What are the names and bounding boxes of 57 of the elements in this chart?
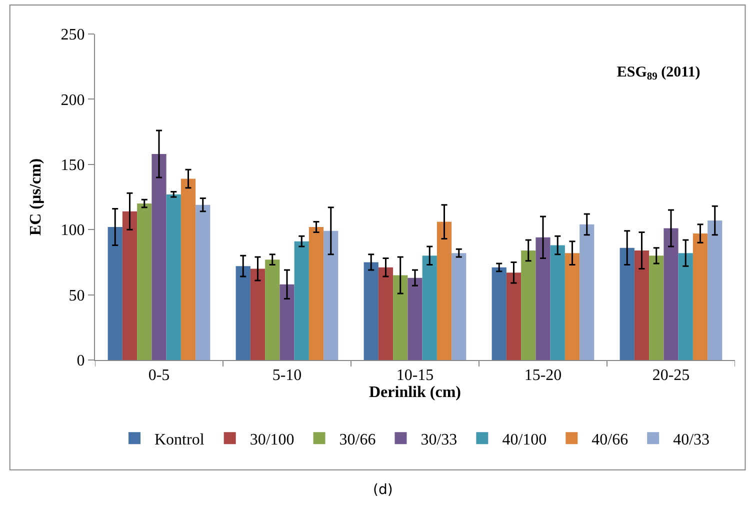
bar	[393, 275, 408, 360]
x-axis-title: Derinlik (cm)	[369, 384, 461, 402]
bar	[166, 194, 181, 360]
y-tick-label: 150	[60, 157, 85, 174]
x-tick-label: 0-5	[148, 367, 170, 384]
bar	[408, 278, 422, 360]
bar	[308, 226, 324, 360]
bar	[436, 222, 452, 360]
bar	[122, 211, 138, 360]
legend-label: 30/66	[339, 431, 376, 448]
x-tick-label: 15-20	[524, 367, 562, 384]
legend-label: 40/33	[673, 431, 710, 448]
bar	[649, 256, 664, 360]
bar	[378, 267, 394, 360]
bar	[692, 234, 708, 360]
bar	[550, 245, 565, 360]
bar	[422, 256, 437, 360]
bar	[250, 268, 266, 360]
bar	[236, 266, 250, 360]
y-tick-label: 0	[76, 352, 85, 370]
bar	[678, 253, 693, 360]
bar	[324, 230, 338, 360]
legend-label: 30/100	[250, 431, 294, 448]
x-tick-label: 5-10	[272, 367, 302, 384]
bar	[137, 204, 152, 360]
y-tick-label: 50	[68, 287, 85, 304]
bar	[280, 284, 294, 360]
text: ESG$_{89}$ (2011)	[616, 64, 700, 82]
y-tick-label: 250	[60, 26, 85, 44]
y-tick-label: 200	[60, 92, 85, 109]
bar	[521, 250, 536, 360]
bar	[180, 178, 196, 360]
bar	[536, 237, 550, 360]
bar	[634, 250, 650, 360]
y-tick-label: 100	[60, 222, 85, 240]
bar	[294, 241, 309, 360]
bar	[580, 224, 594, 360]
bar	[265, 260, 280, 360]
text: (d)	[373, 482, 393, 498]
bar	[664, 228, 678, 360]
bar	[564, 253, 580, 360]
legend-label: 30/33	[420, 431, 458, 448]
bar	[620, 248, 634, 360]
legend-label: Kontrol	[154, 431, 205, 448]
bar	[506, 272, 522, 360]
bar	[492, 267, 506, 360]
bar	[108, 226, 122, 360]
legend-label: 40/66	[592, 431, 628, 448]
bar	[452, 253, 466, 360]
bar	[708, 220, 722, 360]
x-tick-label: 10-15	[396, 367, 434, 384]
legend-label: 40/100	[502, 431, 547, 448]
bar	[196, 204, 210, 360]
x-tick-label: 20-25	[652, 367, 690, 384]
bar	[364, 262, 378, 360]
bar	[152, 154, 166, 360]
y-axis-title: EC (µs/cm)	[28, 158, 45, 236]
